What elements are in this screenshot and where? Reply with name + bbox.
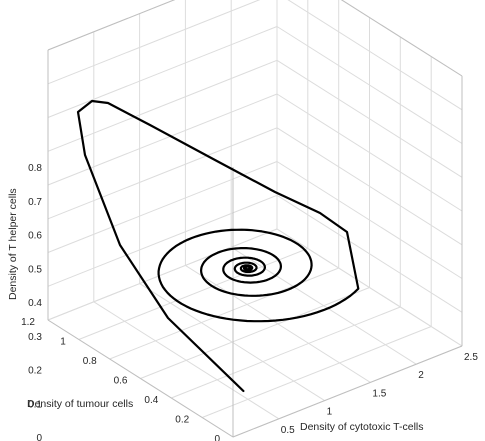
trajectory-layer — [76, 99, 360, 393]
tick-labels: 00.20.40.60.811.200.511.522.500.10.20.30… — [21, 163, 478, 441]
axis-box-edge — [232, 345, 463, 438]
floor-grid-line — [93, 301, 280, 420]
z-tick-label: 0.6 — [28, 231, 42, 242]
wall-grid-line — [276, 127, 463, 246]
x-tick-label: 0.2 — [175, 415, 189, 426]
wall-grid-line — [47, 59, 278, 152]
wall-grid-line — [276, 228, 463, 347]
floor-grid-line — [185, 264, 371, 383]
floor-grid-line — [140, 287, 370, 379]
wall-grid-line — [47, 26, 278, 118]
wall-grid-line — [47, 161, 278, 253]
z-tick-label: 0.1 — [28, 399, 42, 410]
z-tick-label: 0.5 — [28, 264, 42, 275]
x-tick-label: 1.2 — [21, 317, 35, 328]
floor-grid-line — [202, 326, 432, 418]
axis-box-edge — [47, 0, 176, 51]
y-tick-label: 2.5 — [464, 352, 478, 363]
y-tick-label: 1 — [327, 407, 333, 418]
axes-box — [47, 0, 463, 438]
axis-box-edge — [47, 319, 234, 438]
floor-grid-line — [230, 246, 417, 365]
wall-grid-line — [276, 59, 463, 178]
axis-box-edge — [340, 0, 463, 77]
x-tick-label: 1 — [60, 337, 66, 348]
wall-grid-line — [276, 26, 463, 144]
x-tick-label: 0.8 — [83, 356, 97, 367]
wall-grid-line — [47, 194, 278, 287]
y-tick-label: 2 — [418, 370, 424, 381]
wall-grid-line — [276, 161, 463, 279]
z-tick-label: 0.7 — [28, 197, 42, 208]
z-tick-label: 0.8 — [28, 163, 42, 174]
wall-grid-line — [287, 0, 463, 111]
floor-grid-line — [139, 283, 325, 402]
z-tick-label: 0 — [36, 433, 42, 441]
x-axis-label: Density of tumour cells — [27, 398, 133, 410]
z-tick-label: 0.3 — [28, 332, 42, 343]
z-tick-label: 0.2 — [28, 366, 42, 377]
y-axis-label: Density of cytotoxic T-cells — [300, 421, 424, 433]
z-tick-label: 0.4 — [28, 298, 42, 309]
wall-grid-line — [276, 93, 463, 212]
y-tick-label: 0.5 — [281, 425, 295, 436]
floor-grid-line — [78, 248, 308, 340]
wall-grid-line — [47, 127, 278, 220]
wall-grid-line — [47, 0, 261, 85]
wall-grid-line — [47, 0, 176, 51]
x-tick-label: 0.4 — [144, 395, 158, 406]
y-tick-label: 1.5 — [372, 388, 386, 399]
z-axis-label: Density of T helper cells — [7, 188, 19, 300]
wall-grid-line — [47, 93, 278, 186]
wall-grid-line — [276, 194, 463, 313]
trajectory-line — [76, 99, 360, 393]
x-tick-label: 0.6 — [114, 376, 128, 387]
wall-grid-line — [47, 228, 278, 321]
x-tick-label: 0 — [214, 434, 220, 441]
floor-grid-line — [171, 306, 401, 399]
